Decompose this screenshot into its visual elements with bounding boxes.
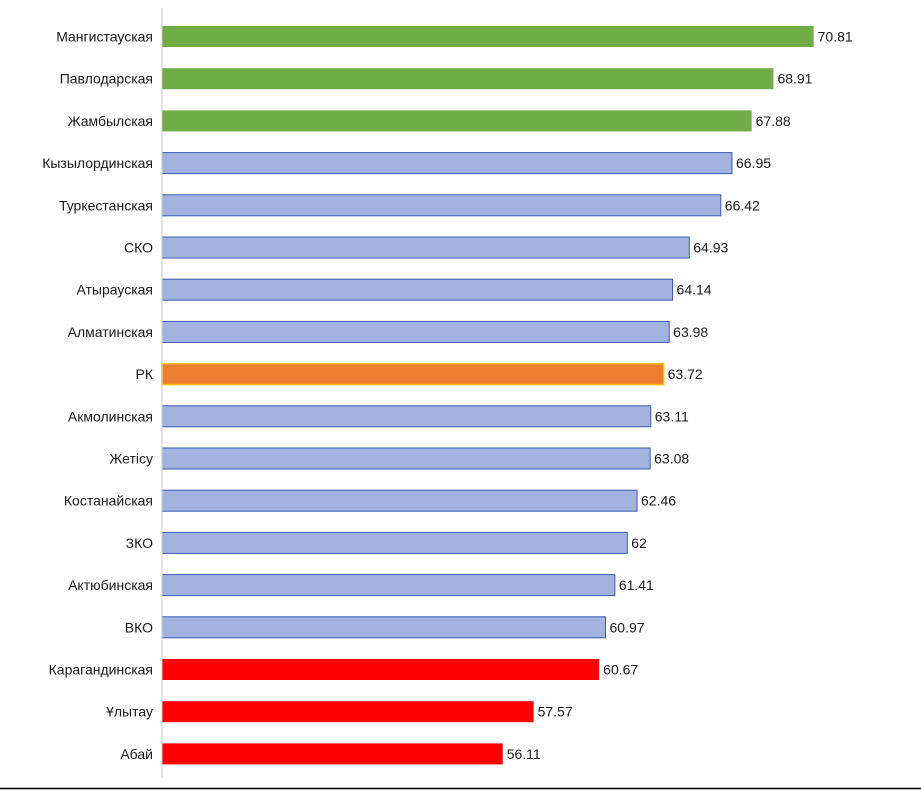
bar-2 bbox=[162, 110, 752, 132]
value-label-1: 68.91 bbox=[777, 71, 812, 87]
bar-6 bbox=[161, 278, 674, 301]
bar-8 bbox=[161, 362, 665, 386]
value-label-3: 66.95 bbox=[736, 155, 771, 171]
category-label-7: Алматинская bbox=[68, 324, 153, 340]
value-label-13: 61.41 bbox=[619, 577, 654, 593]
bar-4 bbox=[161, 194, 722, 217]
value-label-4: 66.42 bbox=[725, 197, 760, 213]
category-label-17: Абай bbox=[120, 746, 153, 762]
category-label-0: Мангистауская bbox=[56, 29, 153, 45]
bar-7 bbox=[161, 320, 670, 343]
category-label-3: Кызылординская bbox=[42, 155, 153, 171]
category-label-4: Туркестанская bbox=[59, 197, 153, 213]
value-label-6: 64.14 bbox=[677, 282, 712, 298]
value-label-9: 63.11 bbox=[655, 408, 689, 424]
bar-1 bbox=[162, 68, 774, 90]
category-label-6: Атырауская bbox=[76, 282, 153, 298]
category-label-13: Актюбинская bbox=[68, 577, 153, 593]
category-label-15: Карагандинская bbox=[49, 662, 153, 678]
category-label-11: Костанайская bbox=[64, 493, 153, 509]
category-label-9: Акмолинская bbox=[68, 408, 153, 424]
value-label-7: 63.98 bbox=[673, 324, 708, 340]
bar-16 bbox=[162, 701, 534, 723]
bar-3 bbox=[161, 152, 733, 175]
bar-0 bbox=[162, 26, 814, 47]
value-label-0: 70.81 bbox=[818, 29, 853, 45]
bar-14 bbox=[161, 616, 607, 639]
category-label-10: Жетісу bbox=[109, 451, 153, 467]
bar-15 bbox=[162, 659, 600, 680]
category-label-5: СКО bbox=[124, 240, 153, 256]
category-label-8: РК bbox=[136, 366, 154, 382]
bar-11 bbox=[161, 489, 638, 512]
value-label-14: 60.97 bbox=[610, 619, 645, 635]
category-label-2: Жамбылская bbox=[68, 113, 153, 129]
bar-13 bbox=[161, 574, 616, 597]
category-labels: Мангистауская Павлодарская Жамбылская Кызыл… bbox=[42, 29, 154, 762]
category-label-16: Ұлытау bbox=[106, 704, 153, 720]
value-label-17: 56.11 bbox=[507, 746, 541, 762]
bars-group bbox=[161, 26, 814, 765]
value-label-15: 60.67 bbox=[603, 662, 638, 678]
value-label-16: 57.57 bbox=[538, 704, 573, 720]
value-label-10: 63.08 bbox=[654, 451, 689, 467]
value-label-11: 62.46 bbox=[641, 493, 676, 509]
bar-10 bbox=[161, 447, 651, 470]
value-label-8: 63.72 bbox=[668, 366, 703, 382]
bar-12 bbox=[161, 531, 628, 554]
value-label-12: 62 bbox=[631, 535, 647, 551]
category-label-1: Павлодарская bbox=[60, 71, 153, 87]
bar-17 bbox=[162, 743, 503, 765]
bar-5 bbox=[161, 236, 690, 259]
category-label-14: ВКО bbox=[125, 619, 153, 635]
bar-9 bbox=[161, 405, 652, 428]
value-label-2: 67.88 bbox=[756, 113, 791, 129]
category-label-12: ЗКО bbox=[126, 535, 153, 551]
value-label-5: 64.93 bbox=[693, 240, 728, 256]
value-labels: 70.81 68.91 67.88 66.95 66.42 64.93 64.14 63.98… bbox=[507, 29, 853, 762]
